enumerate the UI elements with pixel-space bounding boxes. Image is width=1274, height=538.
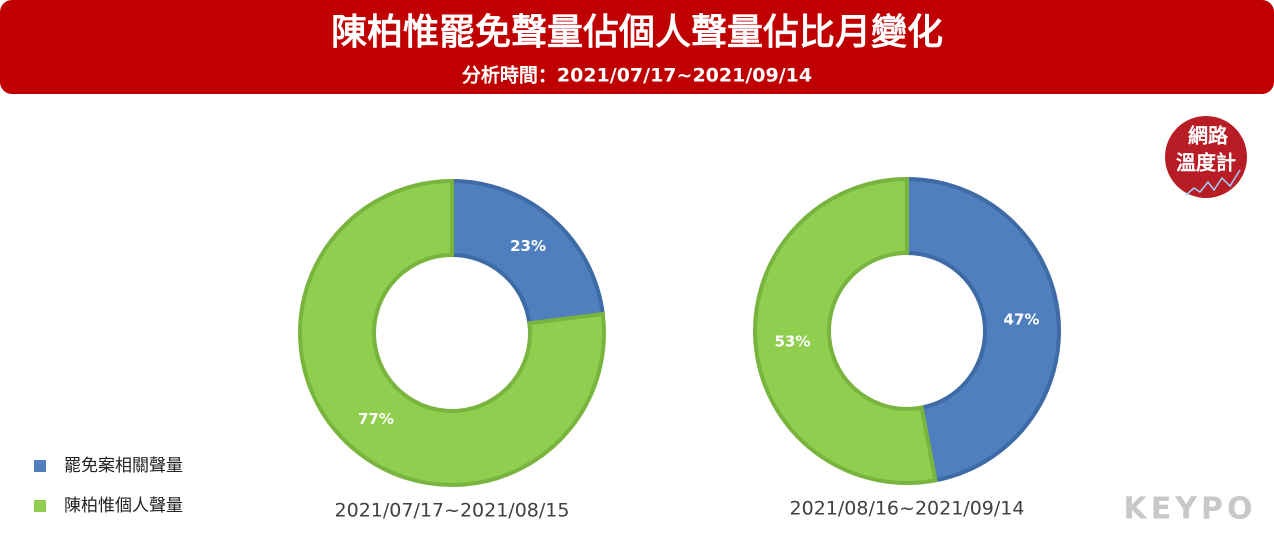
subtitle: 分析時間：2021/07/17~2021/09/14 (462, 64, 812, 87)
value-label: 77% (358, 410, 394, 428)
badge-text: 網路 (1188, 124, 1229, 148)
value-label: 53% (775, 332, 811, 350)
header-bar (0, 0, 1274, 94)
legend-label: 陳柏惟個人聲量 (64, 496, 183, 516)
donut-segment (905, 176, 1061, 483)
brand: KEYPO (1124, 492, 1257, 527)
badge (1165, 116, 1247, 198)
value-label: 47% (1004, 311, 1040, 329)
legend-swatch (34, 500, 46, 512)
title: 陳柏惟罷免聲量佔個人聲量佔比月變化 (331, 12, 943, 53)
legend-label: 罷免案相關聲量 (64, 456, 183, 476)
donut-segment (298, 178, 606, 487)
badge-text: 溫度計 (1176, 151, 1236, 175)
chart-title: 2021/07/17~2021/08/15 (335, 500, 570, 522)
badge-line (1185, 169, 1241, 196)
value-label: 23% (510, 237, 546, 255)
donut-segment (450, 178, 606, 326)
chart-title: 2021/08/16~2021/09/14 (790, 498, 1025, 520)
legend-swatch (34, 460, 46, 472)
donut-segment (753, 176, 938, 485)
